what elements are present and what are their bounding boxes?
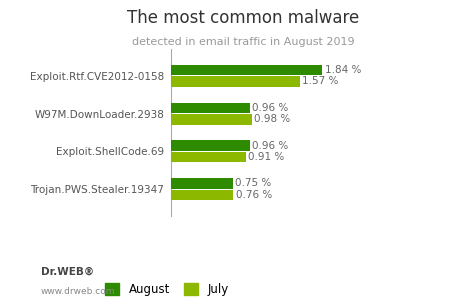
Text: 0.96 %: 0.96 % xyxy=(252,141,288,151)
Legend: August, July: August, July xyxy=(105,283,229,296)
Text: 0.96 %: 0.96 % xyxy=(252,103,288,113)
Text: 0.76 %: 0.76 % xyxy=(236,190,272,200)
Bar xyxy=(171,76,300,87)
Bar xyxy=(171,114,252,124)
Text: 1.84 %: 1.84 % xyxy=(324,65,361,75)
Text: www.drweb.com: www.drweb.com xyxy=(40,287,115,296)
Bar xyxy=(171,103,250,113)
Text: 1.57 %: 1.57 % xyxy=(302,76,339,87)
Bar xyxy=(171,152,246,162)
Bar xyxy=(171,178,233,189)
Text: 0.75 %: 0.75 % xyxy=(235,178,271,188)
Text: 0.98 %: 0.98 % xyxy=(254,114,290,124)
Bar xyxy=(171,140,250,151)
Text: The most common malware: The most common malware xyxy=(127,9,359,27)
Bar xyxy=(171,65,322,75)
Text: Dr.WEB®: Dr.WEB® xyxy=(40,267,94,277)
Text: detected in email traffic in August 2019: detected in email traffic in August 2019 xyxy=(132,37,354,47)
Bar xyxy=(171,189,234,200)
Text: 0.91 %: 0.91 % xyxy=(248,152,284,162)
